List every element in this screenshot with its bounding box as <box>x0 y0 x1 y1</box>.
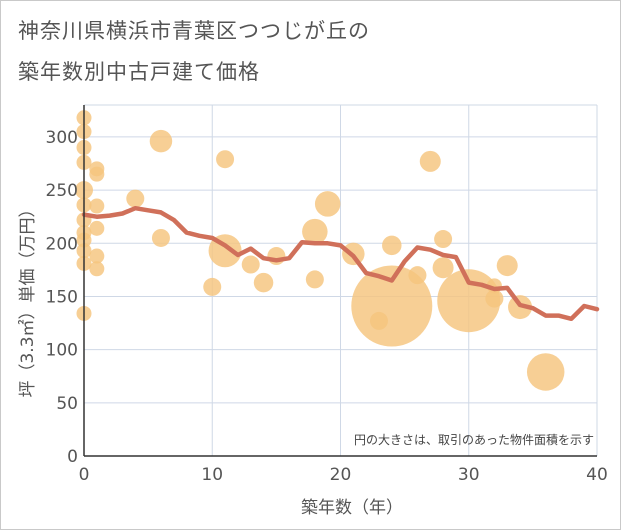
bubble-point-19 <box>149 129 173 153</box>
x-axis-label: 築年数（年） <box>301 498 403 518</box>
bubble-point-35 <box>419 150 441 172</box>
bubble-point-16 <box>89 248 105 264</box>
grid-lines <box>84 104 598 456</box>
y-tick-label-300: 300 <box>46 128 78 148</box>
average-price-line <box>81 205 600 322</box>
y-tick-label-100: 100 <box>46 341 78 361</box>
bubble-point-28 <box>305 270 324 289</box>
bubble-point-34 <box>408 266 427 285</box>
bubble-point-43 <box>526 353 565 391</box>
bubble-point-32 <box>351 265 433 347</box>
bubble-point-29 <box>314 191 341 217</box>
y-tick-label-200: 200 <box>46 234 78 254</box>
bubble-point-40 <box>485 289 504 308</box>
bubble-point-24 <box>241 255 260 274</box>
bubble-point-14 <box>89 198 105 214</box>
bubble-size-note: 円の大きさは、取引のあった物件面積を示す <box>354 432 594 447</box>
axes <box>83 105 597 457</box>
x-tick-label-0: 0 <box>79 465 90 485</box>
bubble-point-18 <box>126 189 145 208</box>
y-tick-label-0: 0 <box>67 447 78 467</box>
bubble-point-22 <box>216 150 235 169</box>
chart-title-line2: 築年数別中古戸建て価格 <box>18 60 260 84</box>
bubble-point-27 <box>302 218 328 245</box>
average-line-series <box>81 205 600 322</box>
x-tick-label-40: 40 <box>586 465 608 485</box>
bubble-point-15 <box>89 220 105 236</box>
x-tick-label-10: 10 <box>201 465 223 485</box>
y-tick-label-150: 150 <box>46 287 78 307</box>
x-tick-label-20: 20 <box>330 465 352 485</box>
y-tick-label-250: 250 <box>46 181 78 201</box>
bubble-point-37 <box>432 257 454 279</box>
bubble-point-21 <box>203 277 222 296</box>
bubble-point-36 <box>434 230 453 249</box>
bubble-point-17 <box>89 261 105 277</box>
x-tick-labels: 0 10 20 30 40 <box>79 465 608 485</box>
bubble-point-20 <box>151 228 170 247</box>
y-axis-label: 坪（3.3㎡）単価（万円） <box>18 200 38 397</box>
bubble-point-25 <box>253 272 274 293</box>
bubble-point-41 <box>496 255 518 277</box>
y-tick-labels: 0 50 100 150 200 250 300 <box>46 128 78 467</box>
bubble-series <box>75 110 565 391</box>
x-tick-label-30: 30 <box>458 465 480 485</box>
y-tick-label-50: 50 <box>56 394 78 414</box>
bubble-point-13 <box>89 166 105 182</box>
chart-title-line1: 神奈川県横浜市青葉区つつじが丘の <box>18 19 370 43</box>
bubble-point-33 <box>382 235 402 256</box>
